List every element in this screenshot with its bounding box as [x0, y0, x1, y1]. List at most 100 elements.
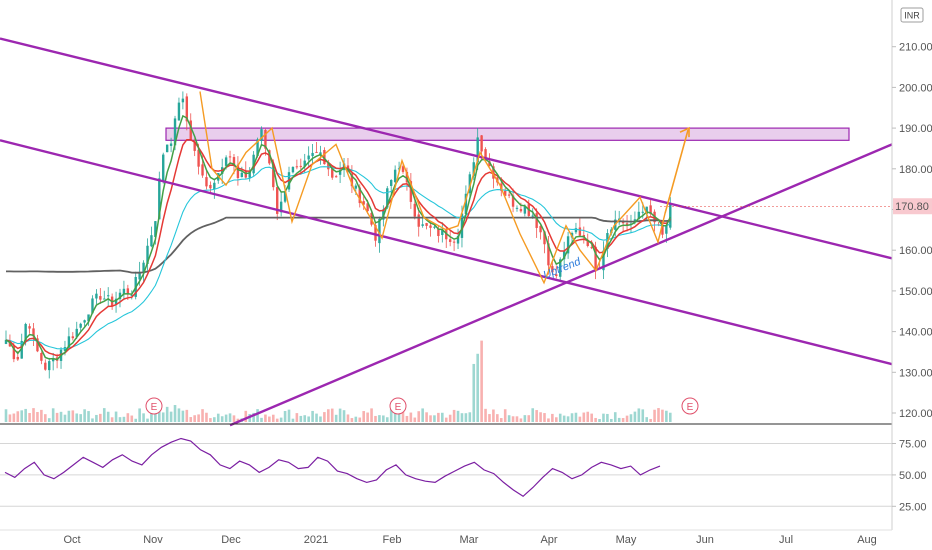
candle-body: [484, 149, 487, 159]
channel-upper-line: [0, 37, 893, 260]
price-axis[interactable]: 120.00130.00140.00150.00160.00170.00180.…: [891, 0, 932, 530]
volume-bar: [413, 417, 417, 422]
volume-bar: [287, 409, 291, 422]
volume-bar: [578, 416, 582, 422]
candle-body: [24, 323, 27, 343]
candle-body: [36, 338, 39, 352]
volume-bar: [641, 409, 645, 422]
candle-body: [602, 250, 605, 271]
volume-bar: [40, 409, 43, 422]
candle-body: [154, 221, 157, 237]
price-tick-label: 150.00: [899, 286, 932, 298]
rsi-panel[interactable]: [0, 437, 892, 507]
candle-body: [126, 288, 130, 294]
volume-bar: [566, 416, 570, 422]
candle-body: [358, 187, 361, 204]
price-tick-label: 190.00: [899, 123, 932, 135]
volume-bar: [484, 408, 487, 422]
volume-bar: [315, 413, 318, 422]
volume-bar: [350, 418, 354, 422]
volume-bar: [220, 416, 224, 422]
last-price-badge: [893, 198, 932, 215]
volume-bar: [36, 412, 39, 422]
volume-bar: [44, 414, 47, 422]
candle-body: [480, 135, 483, 152]
candle-body: [492, 166, 495, 179]
price-tick-label: 210.00: [899, 42, 932, 54]
candle-body: [228, 156, 232, 158]
candle-body: [559, 259, 562, 277]
volume-bar: [606, 413, 609, 422]
volume-bar: [602, 413, 605, 422]
volume-bar: [464, 413, 468, 422]
candle-body: [374, 225, 377, 241]
volume-bar: [275, 418, 279, 422]
candle-body: [303, 160, 306, 167]
volume-bar: [193, 415, 196, 422]
volume-bar: [582, 412, 586, 422]
volume-bar: [621, 418, 625, 422]
volume-bar: [385, 417, 389, 422]
candle-body: [75, 328, 78, 337]
volume-bar: [401, 411, 405, 422]
volume-bar: [488, 414, 491, 422]
volume-bar: [67, 410, 71, 422]
volume-bar: [279, 417, 283, 422]
rsi-tick-label: 25.00: [899, 501, 927, 513]
volume-bar: [295, 413, 299, 422]
volume-bar: [354, 416, 358, 422]
volume-bar: [590, 413, 593, 422]
volume-bar: [358, 417, 362, 422]
candle-body: [291, 166, 295, 173]
volume-bar: [319, 416, 322, 422]
candle-body: [555, 274, 558, 277]
candle-body: [547, 243, 550, 266]
candle-body: [240, 172, 244, 178]
volume-bar: [382, 415, 385, 422]
volume-bar: [570, 413, 574, 422]
volume-bar: [110, 417, 114, 422]
volume-bar: [150, 410, 153, 422]
volume-bar: [236, 418, 240, 422]
last-price-value: 170.80: [895, 201, 929, 213]
volume-bar: [342, 410, 346, 422]
volume-bar: [421, 408, 424, 422]
volume-bar: [165, 406, 169, 422]
volume-bar: [213, 417, 216, 422]
volume-bar: [12, 413, 16, 422]
candle-body: [12, 345, 16, 360]
candle-body: [189, 120, 192, 140]
candle-body: [641, 211, 644, 213]
candle-body: [122, 288, 126, 295]
candle-body: [437, 228, 440, 237]
candle-body: [256, 139, 259, 156]
volume-bar: [370, 408, 373, 422]
candle-body: [661, 224, 664, 235]
volume-bar: [629, 414, 633, 422]
resistance-zone-rect: [165, 127, 850, 141]
price-tick-label: 140.00: [899, 327, 932, 339]
candle-body: [472, 162, 475, 176]
volume-bar: [598, 418, 601, 422]
time-axis[interactable]: Oct Nov Dec 2021 Feb Mar Apr May Jun Jul Aug: [0, 529, 892, 546]
candle-body: [279, 201, 283, 213]
volume-bar: [87, 411, 90, 422]
volume-bar: [224, 414, 228, 422]
rsi-reference-lines: [0, 443, 892, 507]
volume-bar: [75, 413, 79, 422]
volume-bar: [409, 412, 413, 422]
volume-bar: [216, 413, 220, 422]
volume-bar: [645, 417, 649, 422]
earnings-marker-circle: [145, 397, 163, 415]
candle-body: [456, 235, 460, 244]
candle-body: [146, 245, 149, 264]
volume-bar: [346, 414, 350, 422]
volume-bar: [189, 417, 193, 422]
candle-body: [114, 298, 118, 304]
candle-body: [130, 294, 133, 296]
volume-bar: [393, 412, 397, 422]
zigzag-path: [199, 91, 666, 285]
